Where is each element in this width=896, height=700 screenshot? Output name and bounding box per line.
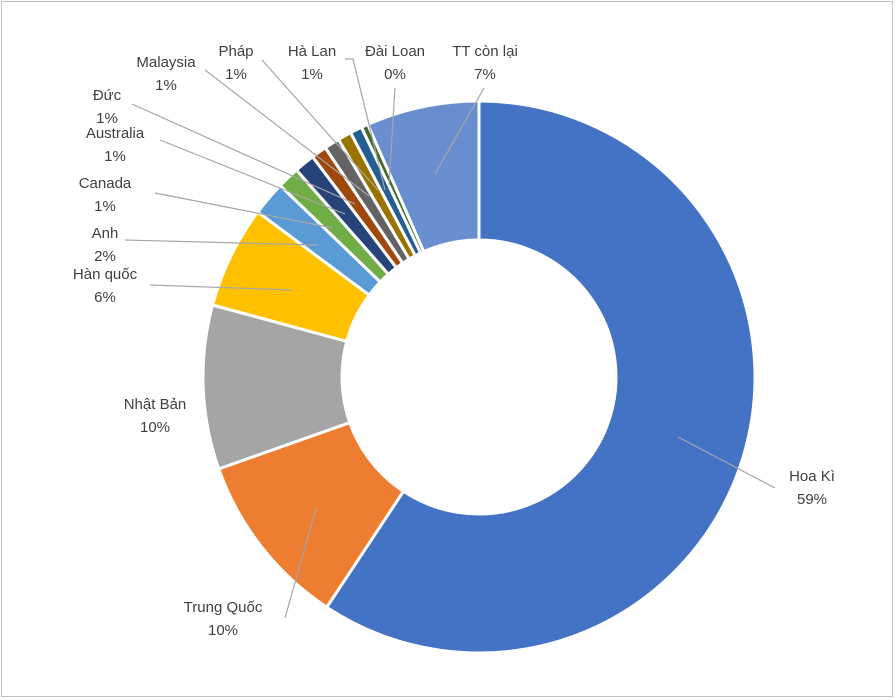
data-label-pct-hoa-kì: 59% <box>797 491 827 508</box>
data-label-pct-hàn-quốc: 6% <box>94 289 116 306</box>
data-label-pct-hà-lan: 1% <box>301 66 323 83</box>
slice-tt-còn-lại <box>365 99 481 254</box>
data-label-pct-malaysia: 1% <box>155 77 177 94</box>
leader-line-hà-lan <box>345 58 386 191</box>
leader-line-đài-loan <box>388 87 396 186</box>
leader-line-đức <box>131 103 356 205</box>
leader-line-canada <box>154 192 334 229</box>
data-label-name-đài-loan: Đài Loan <box>365 43 425 60</box>
data-label-pct-australia: 1% <box>104 148 126 165</box>
data-label-name-tt-còn-lại: TT còn lại <box>452 43 518 60</box>
data-label-name-đức: Đức <box>93 87 122 104</box>
leader-line-tt-còn-lại <box>434 87 485 175</box>
data-label-name-canada: Canada <box>79 175 132 192</box>
data-label-pct-pháp: 1% <box>225 66 247 83</box>
leader-line-anh <box>124 239 319 246</box>
data-label-name-anh: Anh <box>92 225 119 242</box>
data-label-pct-đài-loan: 0% <box>384 66 406 83</box>
data-label-pct-trung-quốc: 10% <box>208 622 238 639</box>
data-label-name-hoa-kì: Hoa Kì <box>789 468 835 485</box>
leader-line-hàn-quốc <box>149 284 293 291</box>
leader-line-pháp <box>261 59 379 191</box>
leader-line-australia <box>159 139 346 215</box>
data-label-pct-tt-còn-lại: 7% <box>474 66 496 83</box>
leader-line-hoa-kì <box>677 436 776 489</box>
data-label-pct-nhật-bản: 10% <box>140 419 170 436</box>
data-label-pct-canada: 1% <box>94 198 116 215</box>
data-label-name-nhật-bản: Nhật Bản <box>124 396 187 413</box>
data-label-pct-đức: 1% <box>96 110 118 127</box>
slice-hoa-kì <box>324 99 757 655</box>
data-label-pct-anh: 2% <box>94 248 116 265</box>
data-label-name-hà-lan: Hà Lan <box>288 43 336 60</box>
leader-line-malaysia <box>204 69 370 197</box>
leader-line-trung-quốc <box>284 507 317 619</box>
data-label-name-trung-quốc: Trung Quốc <box>184 599 263 616</box>
data-label-name-australia: Australia <box>86 125 145 142</box>
data-label-name-pháp: Pháp <box>218 43 253 60</box>
data-label-name-hàn-quốc: Hàn quốc <box>73 266 138 283</box>
data-label-name-malaysia: Malaysia <box>136 54 196 71</box>
